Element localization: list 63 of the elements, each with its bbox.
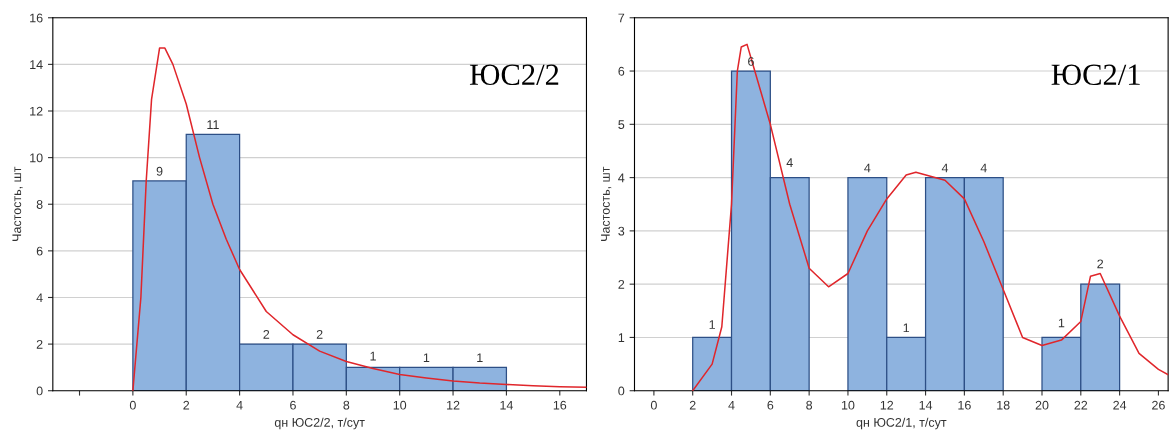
data-label: 11 [207, 120, 219, 129]
x-tick-label: 16 [958, 400, 971, 410]
x-tick-label: 0 [129, 400, 136, 410]
x-tick-label: 26 [1152, 400, 1165, 410]
x-tick-label: 12 [447, 400, 460, 410]
annotation: ЮС2/2 [469, 64, 559, 86]
x-tick-label: 8 [343, 400, 350, 410]
x-tick-label: 24 [1113, 400, 1127, 410]
data-label: 1 [423, 353, 430, 363]
y-tick-label: 2 [618, 279, 625, 289]
y-tick-label: 14 [30, 60, 43, 69]
y-tick-label: 0 [36, 386, 43, 396]
x-tick-label: 2 [183, 400, 190, 410]
y-tick-label: 10 [30, 153, 43, 163]
y-tick-label: 2 [36, 339, 43, 349]
y-tick-label: 0 [618, 386, 625, 396]
y-tick-label: 1 [618, 333, 625, 342]
data-label: 4 [941, 163, 949, 173]
x-tick-label: 18 [997, 400, 1010, 410]
x-tick-label: 0 [650, 400, 657, 410]
y-tick-label: 4 [36, 293, 43, 303]
x-axis-title: qн ЮС2/1, т/сут [856, 417, 947, 430]
x-tick-label: 6 [290, 400, 296, 410]
x-tick-label: 10 [841, 400, 855, 410]
y-tick-label: 7 [618, 13, 625, 23]
x-tick-label: 20 [1035, 400, 1049, 410]
data-label: 4 [864, 163, 871, 173]
x-axis-title: qн ЮС2/2, т/сут [274, 417, 365, 430]
x-tick-label: 14 [500, 400, 514, 410]
y-tick-label: 8 [36, 200, 43, 209]
data-label: 2 [1097, 259, 1104, 269]
data-label: 4 [786, 158, 793, 167]
y-tick-label: 12 [30, 106, 43, 116]
y-axis-title: Частость, шт [601, 166, 612, 241]
x-tick-label: 2 [689, 400, 696, 410]
x-tick-label: 4 [236, 400, 243, 410]
data-label: 2 [316, 330, 323, 339]
y-tick-label: 6 [618, 66, 625, 76]
y-tick-label: 3 [618, 226, 625, 236]
data-label: 1 [1058, 318, 1065, 328]
data-label: 1 [903, 323, 910, 333]
y-axis-title: Частость, шт [12, 166, 23, 241]
data-label: 1 [370, 351, 376, 361]
x-tick-label: 14 [919, 400, 933, 410]
x-tick-label: 6 [767, 400, 774, 410]
data-label: 1 [477, 353, 483, 363]
x-tick-label: 12 [880, 400, 894, 410]
x-tick-label: 16 [553, 400, 567, 410]
data-label: 9 [156, 166, 163, 176]
x-tick-label: 4 [728, 400, 735, 410]
y-tick-label: 4 [618, 173, 625, 183]
line-series [691, 43, 1169, 391]
x-tick-label: 8 [806, 400, 813, 410]
data-label: 1 [709, 320, 715, 329]
annotation: ЮС2/1 [1051, 64, 1140, 86]
y-tick-label: 16 [30, 13, 43, 23]
y-tick-label: 6 [36, 246, 43, 256]
x-tick-label: 22 [1074, 400, 1088, 410]
y-tick-label: 5 [618, 120, 625, 129]
data-label: 2 [263, 330, 270, 339]
x-tick-label: 10 [393, 400, 407, 410]
line-series [132, 47, 587, 391]
data-label: 4 [980, 163, 987, 173]
